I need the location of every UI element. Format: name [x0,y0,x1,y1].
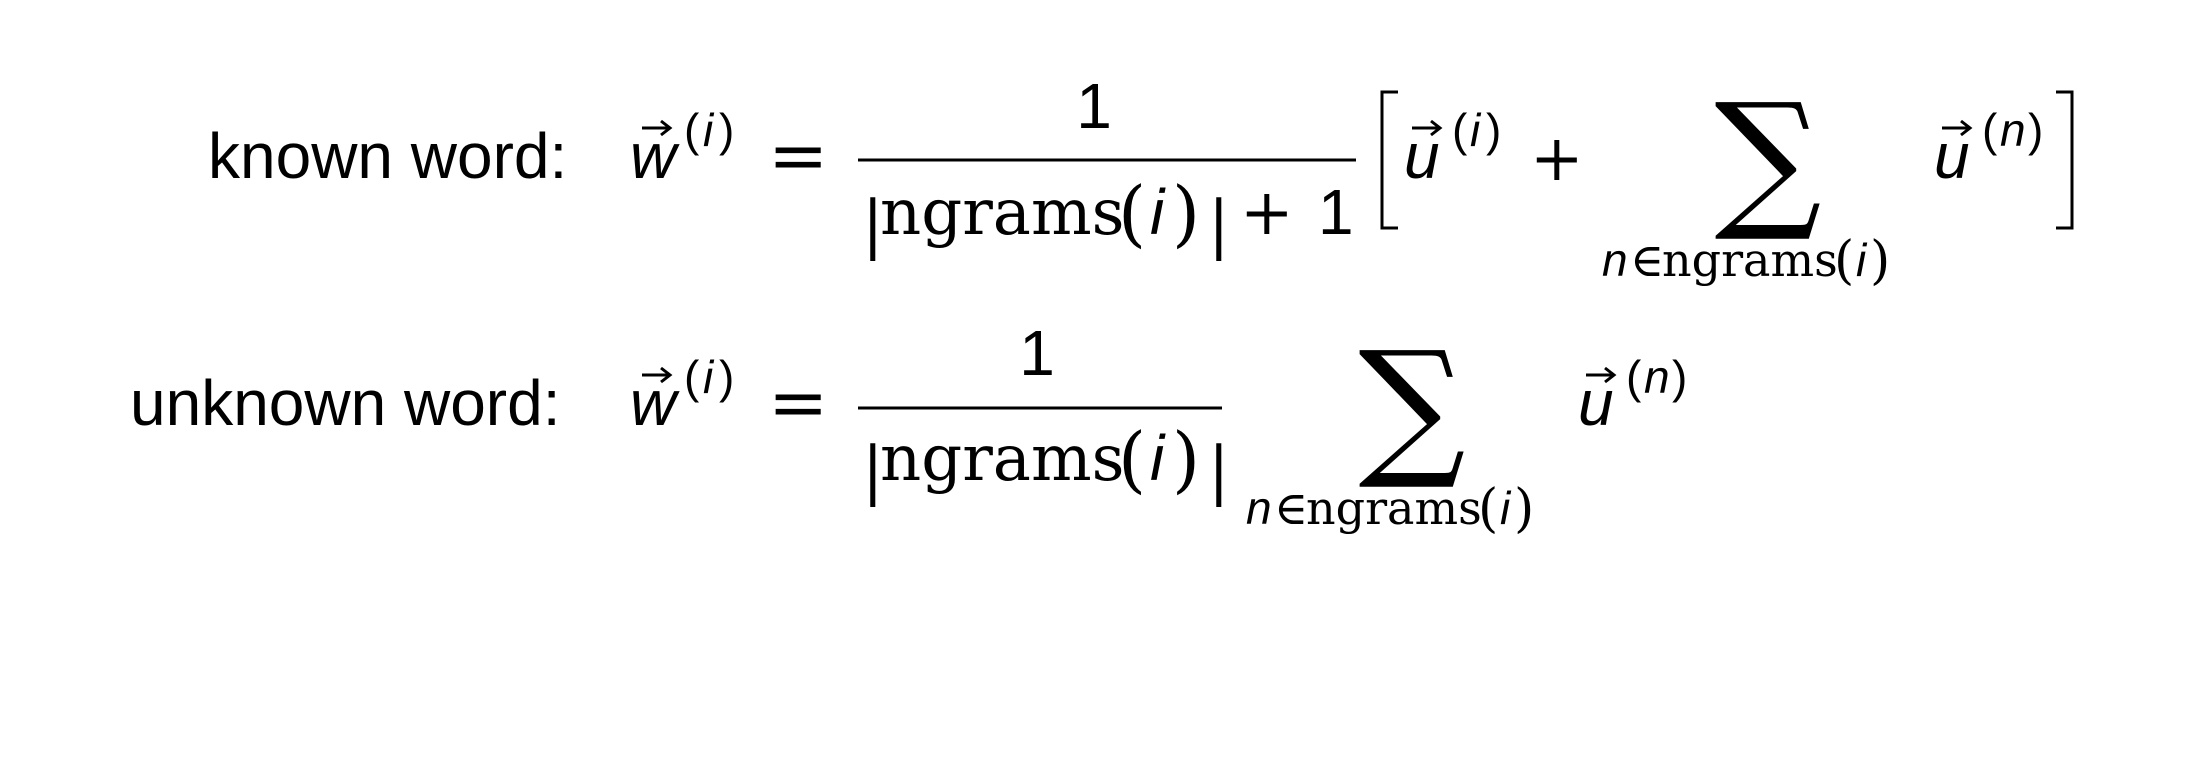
sub-index: i [1856,234,1868,286]
sum-term-sup-close: ) [2028,104,2043,156]
fraction-numerator: 1 [1076,70,1112,142]
vector-arrow-icon [1412,119,1443,137]
den-one: 1 [1318,176,1354,248]
vector-arrow-icon [1942,119,1973,137]
den-paren-open: ( [1118,171,1146,255]
term-sup-open: ( [1452,104,1468,156]
summation-symbol: ∑ [1714,72,1821,246]
lhs-sup-open: ( [684,104,700,156]
sum-term-sup-open: ( [1626,351,1642,403]
left-bracket [1380,90,1398,230]
sub-ngrams: ngrams [1306,481,1482,535]
vector-arrow-icon [642,119,673,137]
known-word-label: known word: [208,120,567,192]
unknown-word-equation: unknown word: w ( i ) = 1 | ngrams ( i )… [130,317,1687,539]
sum-term-sup-close: ) [1672,351,1687,403]
term-sup-index: i [1470,104,1482,156]
sub-element-of: ∈ [1630,233,1664,287]
lhs-var: w [630,367,680,439]
sub-n: n [1602,234,1628,286]
sub-ngrams: ngrams [1662,233,1838,287]
sub-n: n [1246,482,1272,534]
den-ngrams: ngrams [880,422,1124,496]
den-index: i [1150,176,1166,248]
unknown-word-label: unknown word: [130,367,560,439]
sum-term-sup-open: ( [1982,104,1998,156]
den-paren-open: ( [1118,417,1146,501]
sub-paren-open: ( [1478,479,1498,539]
fraction-numerator: 1 [1019,317,1055,389]
known-word-equation: known word: w ( i ) = 1 | ngrams ( i ) |… [208,70,2074,291]
den-paren-close: ) [1172,171,1200,255]
lhs-sup-index: i [703,104,715,156]
den-abs-open: | [862,188,884,262]
sub-element-of: ∈ [1274,481,1308,535]
den-abs-close: | [1208,188,1230,262]
den-paren-close: ) [1172,417,1200,501]
vector-arrow-icon [1586,366,1617,384]
sub-paren-close: ) [1514,479,1534,539]
sum-term-sup-index: n [2000,104,2026,156]
equals-sign: = [768,113,828,197]
sub-index: i [1500,482,1512,534]
den-abs-close: | [1208,434,1230,508]
summation-symbol: ∑ [1358,320,1465,494]
lhs-sup-index: i [703,351,715,403]
den-index: i [1150,422,1166,494]
lhs-sup-close: ) [719,351,734,403]
sum-term-sup-index: n [1644,351,1670,403]
vector-arrow-icon [642,366,673,384]
lhs-sup-open: ( [684,351,700,403]
sub-paren-open: ( [1834,231,1854,291]
lhs-var: w [630,120,680,192]
right-bracket [2056,90,2074,230]
den-plus: + [1240,176,1294,250]
den-ngrams: ngrams [880,176,1124,250]
plus-sign: + [1530,122,1584,196]
lhs-sup-close: ) [719,104,734,156]
den-abs-open: | [862,434,884,508]
term-sup-close: ) [1486,104,1501,156]
sub-paren-close: ) [1870,231,1890,291]
equals-sign: = [768,360,828,444]
